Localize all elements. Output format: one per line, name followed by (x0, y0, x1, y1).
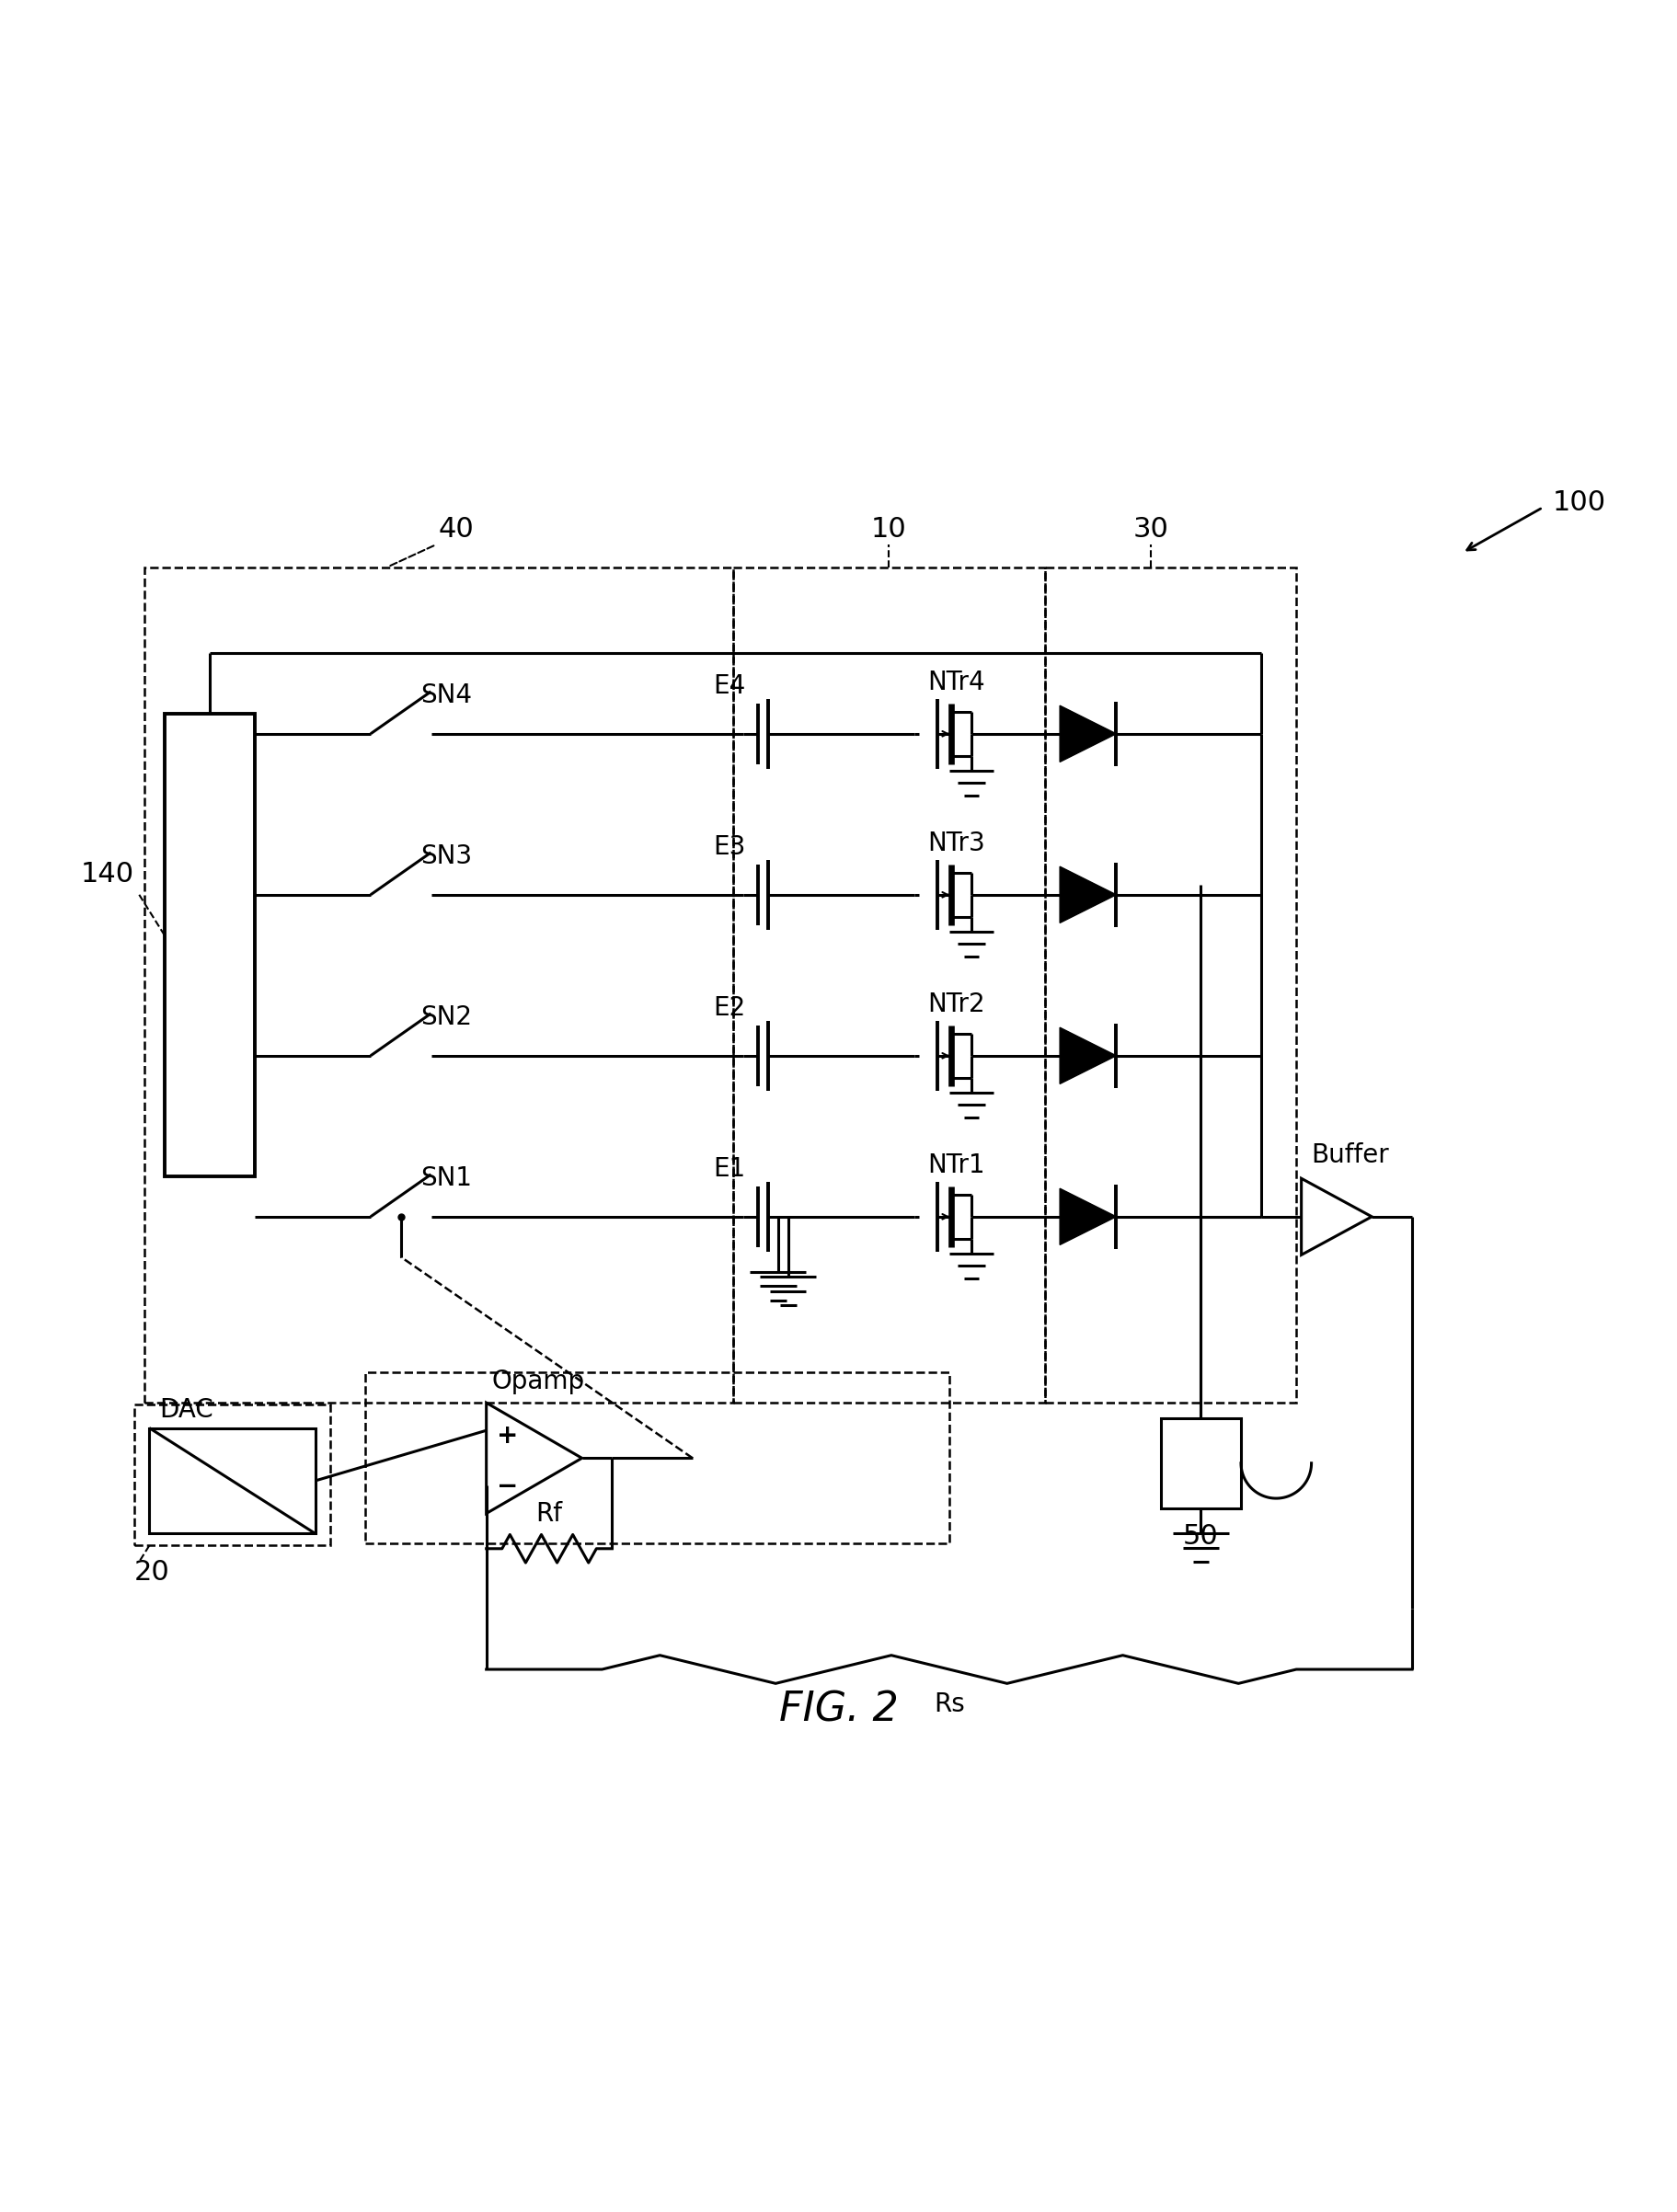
Text: SN3: SN3 (421, 843, 473, 869)
Text: Rs: Rs (934, 1692, 964, 1717)
Polygon shape (1060, 706, 1117, 761)
Text: 100: 100 (1553, 489, 1607, 515)
Text: Rf: Rf (537, 1500, 562, 1526)
Bar (134, 1405, 330, 1546)
Polygon shape (1060, 867, 1117, 922)
Text: E3: E3 (713, 834, 745, 860)
Text: 140: 140 (80, 860, 134, 887)
Bar (1045, 568, 1296, 1402)
Text: SN1: SN1 (421, 1166, 473, 1192)
Text: E2: E2 (713, 995, 745, 1020)
Text: DAC: DAC (159, 1398, 213, 1422)
Text: +: + (496, 1422, 518, 1449)
Text: −: − (496, 1473, 518, 1500)
Bar (164, 714, 255, 1177)
Text: NTr2: NTr2 (927, 991, 984, 1018)
Text: Buffer: Buffer (1311, 1144, 1389, 1168)
Text: Opamp: Opamp (491, 1369, 584, 1396)
Text: SN4: SN4 (421, 684, 473, 708)
Bar (1160, 1418, 1241, 1509)
Text: 50: 50 (1182, 1524, 1219, 1551)
Text: 40: 40 (438, 515, 475, 542)
Text: E1: E1 (713, 1155, 745, 1181)
Bar (733, 568, 1045, 1402)
Text: NTr1: NTr1 (927, 1152, 984, 1179)
Text: SN2: SN2 (421, 1004, 473, 1031)
Bar (149, 1429, 315, 1533)
Text: E4: E4 (713, 672, 745, 699)
Text: 20: 20 (134, 1559, 169, 1586)
Polygon shape (1060, 1029, 1117, 1084)
Polygon shape (1060, 1188, 1117, 1245)
Text: 30: 30 (1132, 515, 1169, 542)
Text: FIG. 2: FIG. 2 (778, 1690, 899, 1730)
Bar (144, 568, 733, 1402)
Bar (366, 1374, 949, 1544)
Text: 10: 10 (870, 515, 907, 542)
Text: NTr4: NTr4 (927, 670, 984, 695)
Text: NTr3: NTr3 (927, 832, 984, 856)
